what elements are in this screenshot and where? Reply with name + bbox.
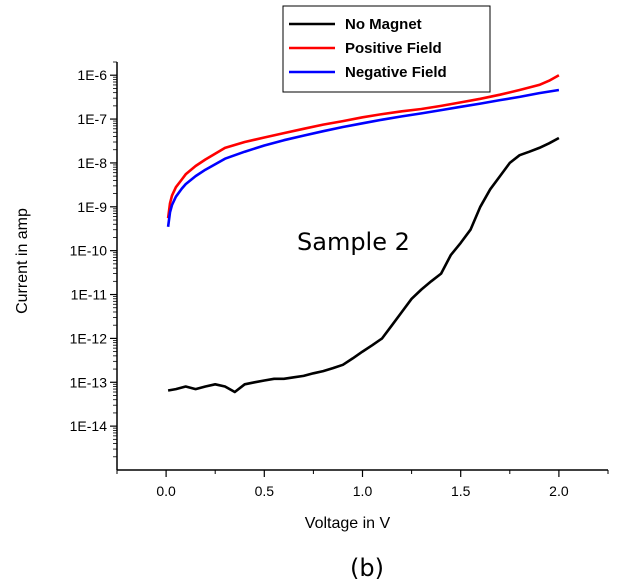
x-tick-label: 0.5 — [255, 483, 275, 499]
y-tick-label: 1E-8 — [77, 155, 107, 171]
series-line-no-magnet — [167, 136, 560, 394]
series-line-positive-field — [166, 74, 560, 219]
y-tick-label: 1E-7 — [77, 111, 107, 127]
x-tick-label: 0.0 — [156, 483, 176, 499]
y-tick-label: 1E-14 — [70, 418, 108, 434]
x-axis-label: Voltage in V — [305, 515, 391, 532]
plot-area: 0.0 0.5 1.0 1.5 2.0 1E-14 1E-13 1E-12 1E-11 1E-10… — [14, 5, 609, 582]
x-tick-label: 2.0 — [549, 483, 569, 499]
x-tick-label: 1.5 — [451, 483, 471, 499]
legend-entry-no-magnet: No Magnet — [345, 16, 422, 33]
y-tick-label: 1E-11 — [71, 287, 108, 303]
y-tick-label: 1E-10 — [70, 243, 108, 259]
y-tick-label: 1E-6 — [77, 67, 107, 83]
y-axis-label: Current in amp — [14, 208, 31, 314]
series-line-negative-field — [166, 88, 560, 227]
y-tick-label: 1E-12 — [70, 330, 108, 346]
sample-annotation: Sample 2 — [297, 228, 410, 256]
figure-caption: (b) — [350, 554, 384, 582]
y-tick-label: 1E-13 — [70, 374, 108, 390]
legend-entry-negative-field: Negative Field — [345, 64, 447, 81]
y-tick-label: 1E-9 — [77, 199, 107, 215]
x-tick-label: 1.0 — [353, 483, 373, 499]
legend-entry-positive-field: Positive Field — [345, 40, 442, 57]
